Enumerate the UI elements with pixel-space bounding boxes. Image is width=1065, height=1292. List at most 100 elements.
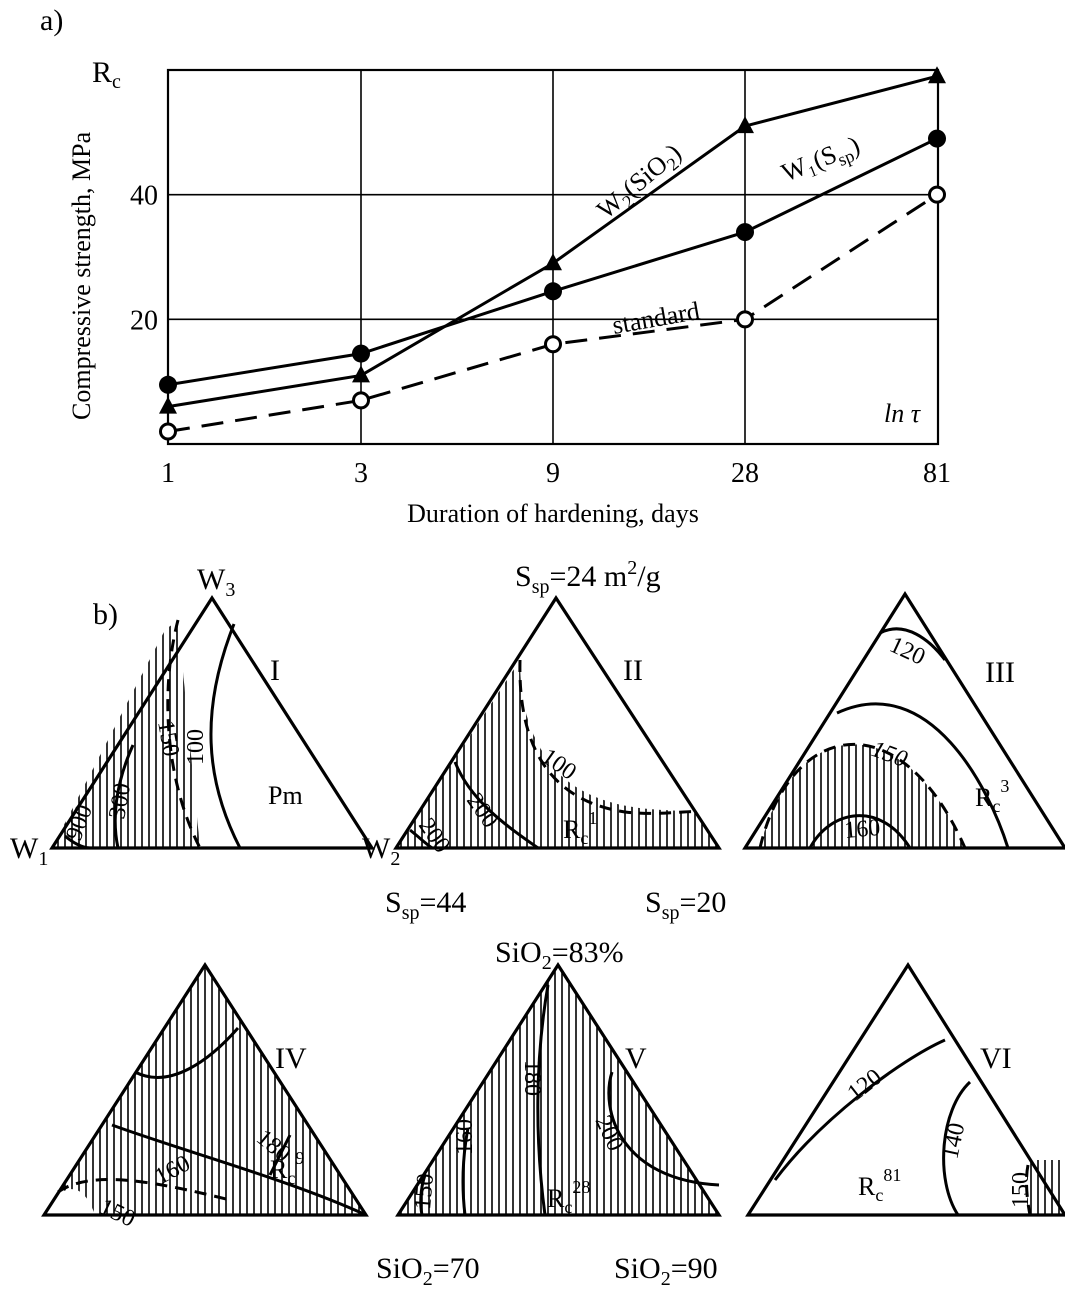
ternary-I: 900 300 150 100 I Pm (49, 595, 375, 850)
x-tick-label: 81 (923, 458, 951, 489)
unhatched-corner-IV (44, 1189, 95, 1215)
ternary-III: 120 150 160 III Rc3 (742, 590, 1065, 850)
bottom-row-bottom-right-note: SiO2=90 (614, 1252, 718, 1290)
roman-label-II: II (623, 654, 643, 687)
isoline-label-V-150: 150 (410, 1172, 439, 1210)
hatched-region-III (760, 744, 965, 848)
isoline-III-150 (758, 742, 967, 849)
isoline-I-300 (113, 744, 135, 849)
vertex-mid-label: W2 (362, 832, 400, 870)
triangle-frame-V (395, 962, 722, 1217)
isoline-I-150 (166, 619, 202, 849)
hatched-region-IV (44, 965, 366, 1215)
isoline-II-200b (409, 828, 433, 850)
y-tick-label: 20 (130, 305, 158, 336)
property-label-II: Rc1 (563, 808, 597, 848)
marker-filled-circle (352, 344, 370, 363)
panel-b-label: b) (93, 598, 118, 631)
isoline-I-100 (209, 623, 242, 849)
marker-open-circle (736, 310, 754, 329)
ternary-V: 150 160 180 200 V Rc28 (395, 962, 722, 1217)
isoline-VI-120 (773, 1038, 946, 1181)
marker-triangle (352, 365, 370, 383)
roman-label-IV: IV (275, 1042, 307, 1075)
series-label-w1: W₁(Ssp) (777, 130, 865, 191)
marker-filled-circle (544, 282, 562, 301)
isoline-label-VI-120: 120 (843, 1064, 887, 1107)
isoline-label-III-160: 160 (843, 815, 881, 844)
isoline-label-V-160: 160 (452, 1119, 478, 1155)
bottom-row-top-note: SiO2=83% (495, 936, 624, 974)
y-tick-label: 40 (130, 181, 158, 212)
isoline-IV-180 (268, 1134, 292, 1176)
x-axis-label: Duration of hardening, days (407, 499, 699, 528)
triangle-frame-III (742, 590, 1065, 850)
hatched-region-V (398, 965, 719, 1215)
isoline-VI-150 (1025, 1164, 1032, 1216)
ternary-IV: IV 180 160 150 Rc9 (41, 962, 369, 1233)
series-label-w2: W2(SiO2) (591, 138, 689, 228)
isoline-V-160 (461, 1127, 470, 1216)
isoline-label-VI-140: 140 (937, 1121, 970, 1162)
marker-filled-circle (928, 129, 946, 148)
tick-layer: 20 40 1 3 9 28 81 (130, 181, 951, 489)
isoline-label-V-180: 180 (519, 1060, 545, 1096)
property-label-III: Rc3 (975, 776, 1009, 816)
isoline-V-150 (419, 1174, 427, 1216)
ternary-II: 200 200 100 II Rc1 (393, 595, 722, 858)
isoline-label-I-150: 150 (152, 719, 184, 759)
bottom-row-bottom-left-note: SiO2=70 (376, 1252, 480, 1290)
y-axis-label: Compressive strength, MPa (67, 131, 96, 420)
isoline-label-I-100: 100 (183, 729, 209, 765)
marker-open-circle (544, 335, 562, 354)
vertex-left-label: W1 (10, 832, 48, 870)
marker-triangle (928, 66, 946, 84)
x-tick-label: 28 (731, 458, 759, 489)
isoline-label-VI-150: 150 (1008, 1172, 1034, 1208)
marker-triangle (736, 116, 754, 134)
isoline-IV-top (134, 1027, 240, 1079)
x-tick-label: 3 (354, 458, 368, 489)
triangle-frame-IV (41, 962, 369, 1217)
property-label-I: Pm (268, 781, 303, 810)
series-label-standard: standard (610, 296, 702, 340)
property-label-V: Rc28 (547, 1177, 590, 1217)
roman-label-I: I (270, 654, 280, 687)
isoline-II-100 (518, 659, 698, 815)
top-row-note: Ssp=24 m2/g (515, 557, 661, 598)
top-row-bottom-right-note: Ssp=20 (645, 886, 726, 924)
vertex-top-label: W3 (197, 563, 235, 601)
marker-open-circle (928, 185, 946, 204)
y-axis-symbol: Rc (92, 56, 121, 93)
ternary-VI: 120 140 150 VI Rc81 (745, 962, 1065, 1217)
marker-filled-circle (159, 375, 177, 394)
panel-b: b) W3 W1 W2 Ssp=24 m2/g Ssp=44 Ssp=20 Si… (10, 557, 1065, 1290)
roman-label-VI: VI (980, 1042, 1012, 1075)
isoline-III-120 (879, 627, 947, 661)
isoline-III-160 (808, 814, 912, 849)
property-label-VI: Rc81 (858, 1165, 901, 1205)
isoline-III-high (836, 702, 1010, 849)
isoline-IV-150 (57, 1178, 231, 1202)
x-tick-label: 1 (161, 458, 175, 489)
marker-open-circle (159, 422, 177, 441)
triangle-frame-VI (745, 962, 1065, 1217)
isoline-V-200 (607, 1071, 720, 1187)
roman-label-III: III (985, 656, 1015, 689)
hatched-region-II (396, 660, 719, 848)
x-tick-label: 9 (546, 458, 560, 489)
marker-triangle (159, 396, 177, 414)
panel-a-label: a) (40, 4, 63, 37)
isoline-label-I-300: 300 (104, 781, 136, 821)
top-row-bottom-left-note: Ssp=44 (385, 886, 466, 924)
isoline-II-200 (453, 761, 539, 850)
marker-triangle (544, 253, 562, 271)
roman-label-V: V (625, 1042, 647, 1075)
triangle-frame-II (393, 595, 722, 850)
panel-a: a) Rc Compressive strength, MPa Duration… (40, 4, 951, 528)
isoline-VI-140 (942, 1080, 972, 1216)
triangle-frame-I (49, 595, 375, 850)
isoline-IV-160 (111, 1123, 367, 1217)
isoline-I-900 (64, 834, 91, 850)
